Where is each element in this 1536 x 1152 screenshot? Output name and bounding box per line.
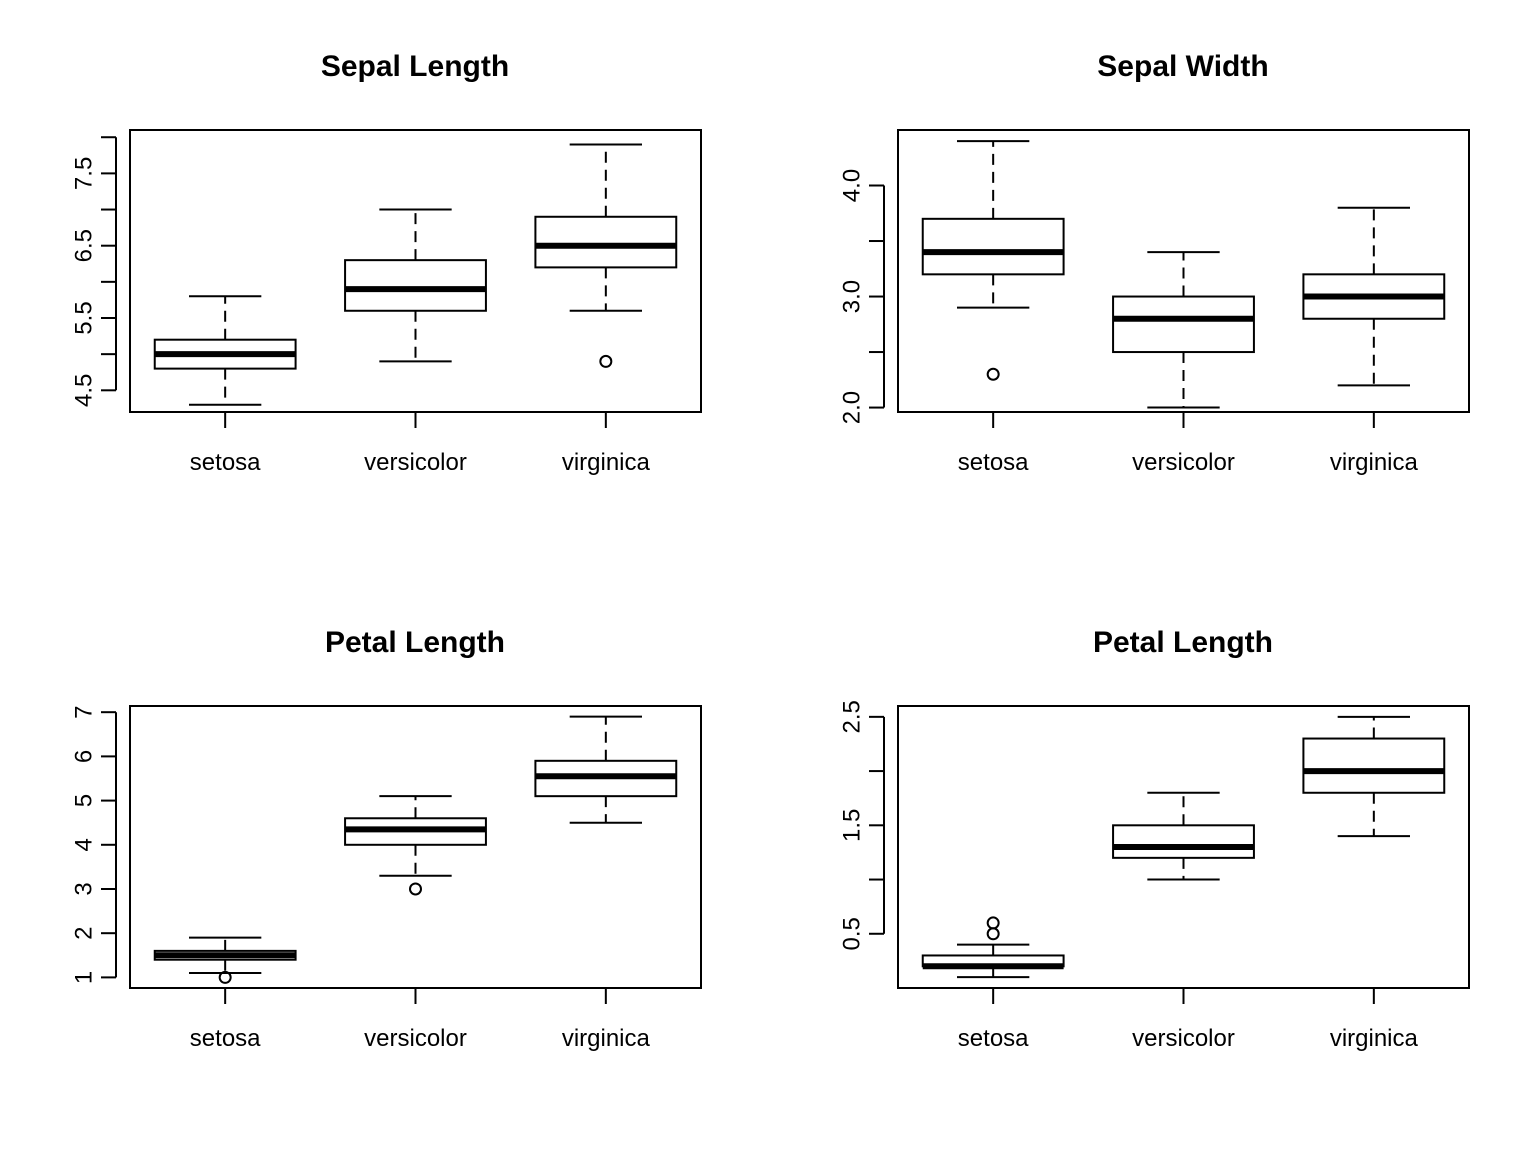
chart-title: Petal Length — [1093, 626, 1273, 659]
box-versicolor — [1112, 251, 1255, 409]
x-tick-label: versicolor — [364, 449, 467, 476]
x-tick-label: setosa — [190, 449, 261, 476]
y-tick-label: 4 — [71, 838, 98, 851]
y-tick-label: 2.5 — [839, 700, 866, 733]
box-body — [344, 259, 487, 312]
box-virginica — [534, 143, 678, 368]
outlier-point — [218, 970, 232, 984]
outlier-point — [986, 916, 1000, 930]
panel-petal-length-2: Petal Length 0.5 1.5 2.5 setosa versicolor vi… — [839, 626, 1470, 1052]
box-body — [1112, 295, 1255, 354]
outlier-point — [409, 882, 422, 896]
plot-content: 1 2 3 4 5 6 7 setosa versicolor virginica — [71, 706, 678, 1052]
y-tick-label: 1.5 — [839, 809, 866, 842]
box-body — [1302, 737, 1446, 794]
x-tick-label: virginica — [1330, 449, 1419, 476]
x-tick-label: versicolor — [1132, 449, 1235, 476]
y-tick-label: 7 — [71, 706, 98, 719]
y-tick-label: 4.0 — [839, 169, 866, 202]
x-tick-label: setosa — [958, 449, 1029, 476]
box-body — [921, 217, 1065, 276]
box-virginica — [534, 715, 678, 824]
y-tick-label: 7.5 — [71, 157, 98, 190]
box-versicolor — [344, 795, 487, 896]
chart-title: Petal Length — [325, 626, 505, 659]
x-tick-label: versicolor — [1132, 1025, 1235, 1052]
panel-petal-length: Petal Length 1 2 3 4 5 6 7 setosa versicolor virg… — [71, 626, 702, 1052]
x-tick-label: setosa — [958, 1025, 1029, 1052]
box-virginica — [1302, 715, 1446, 838]
chart-title: Sepal Width — [1097, 50, 1268, 83]
y-tick-label: 0.5 — [839, 917, 866, 950]
y-tick-label: 1 — [71, 971, 98, 984]
box-setosa — [921, 916, 1065, 979]
plot-content: 0.5 1.5 2.5 setosa versicolor virginica — [839, 700, 1446, 1052]
y-tick-label: 6 — [71, 750, 98, 763]
y-tick-label: 2 — [71, 927, 98, 940]
y-tick-label: 5 — [71, 794, 98, 807]
x-tick-label: virginica — [562, 449, 651, 476]
y-tick-label: 4.5 — [71, 374, 98, 407]
plot-content: 2.0 3.0 4.0 setosa versicolor virginica — [839, 140, 1446, 476]
y-tick-label: 6.5 — [71, 229, 98, 262]
box-body — [1112, 824, 1255, 859]
y-tick-label: 5.5 — [71, 301, 98, 334]
x-tick-label: virginica — [1330, 1025, 1419, 1052]
box-virginica — [1302, 206, 1446, 387]
outlier-point — [986, 927, 1000, 941]
box-setosa — [153, 936, 297, 984]
box-versicolor — [1112, 791, 1255, 881]
chart-title: Sepal Length — [321, 50, 509, 83]
outlier-point — [599, 354, 613, 368]
panel-sepal-length: Sepal Length 4.5 5.5 6.5 7.5 setosa versicolo… — [71, 50, 702, 476]
box-body — [534, 215, 678, 269]
outlier-point — [986, 367, 1000, 381]
x-tick-label: setosa — [190, 1025, 261, 1052]
box-versicolor — [344, 208, 487, 363]
plot-content: 4.5 5.5 6.5 7.5 setosa versicolor virginica — [71, 136, 678, 476]
y-tick-label: 3 — [71, 882, 98, 895]
box-setosa — [153, 295, 297, 406]
x-tick-label: virginica — [562, 1025, 651, 1052]
y-tick-label: 2.0 — [839, 391, 866, 424]
box-setosa — [921, 140, 1065, 381]
panel-sepal-width: Sepal Width 2.0 3.0 4.0 setosa versicolor vir… — [839, 50, 1470, 476]
y-tick-label: 3.0 — [839, 280, 866, 313]
x-tick-label: versicolor — [364, 1025, 467, 1052]
